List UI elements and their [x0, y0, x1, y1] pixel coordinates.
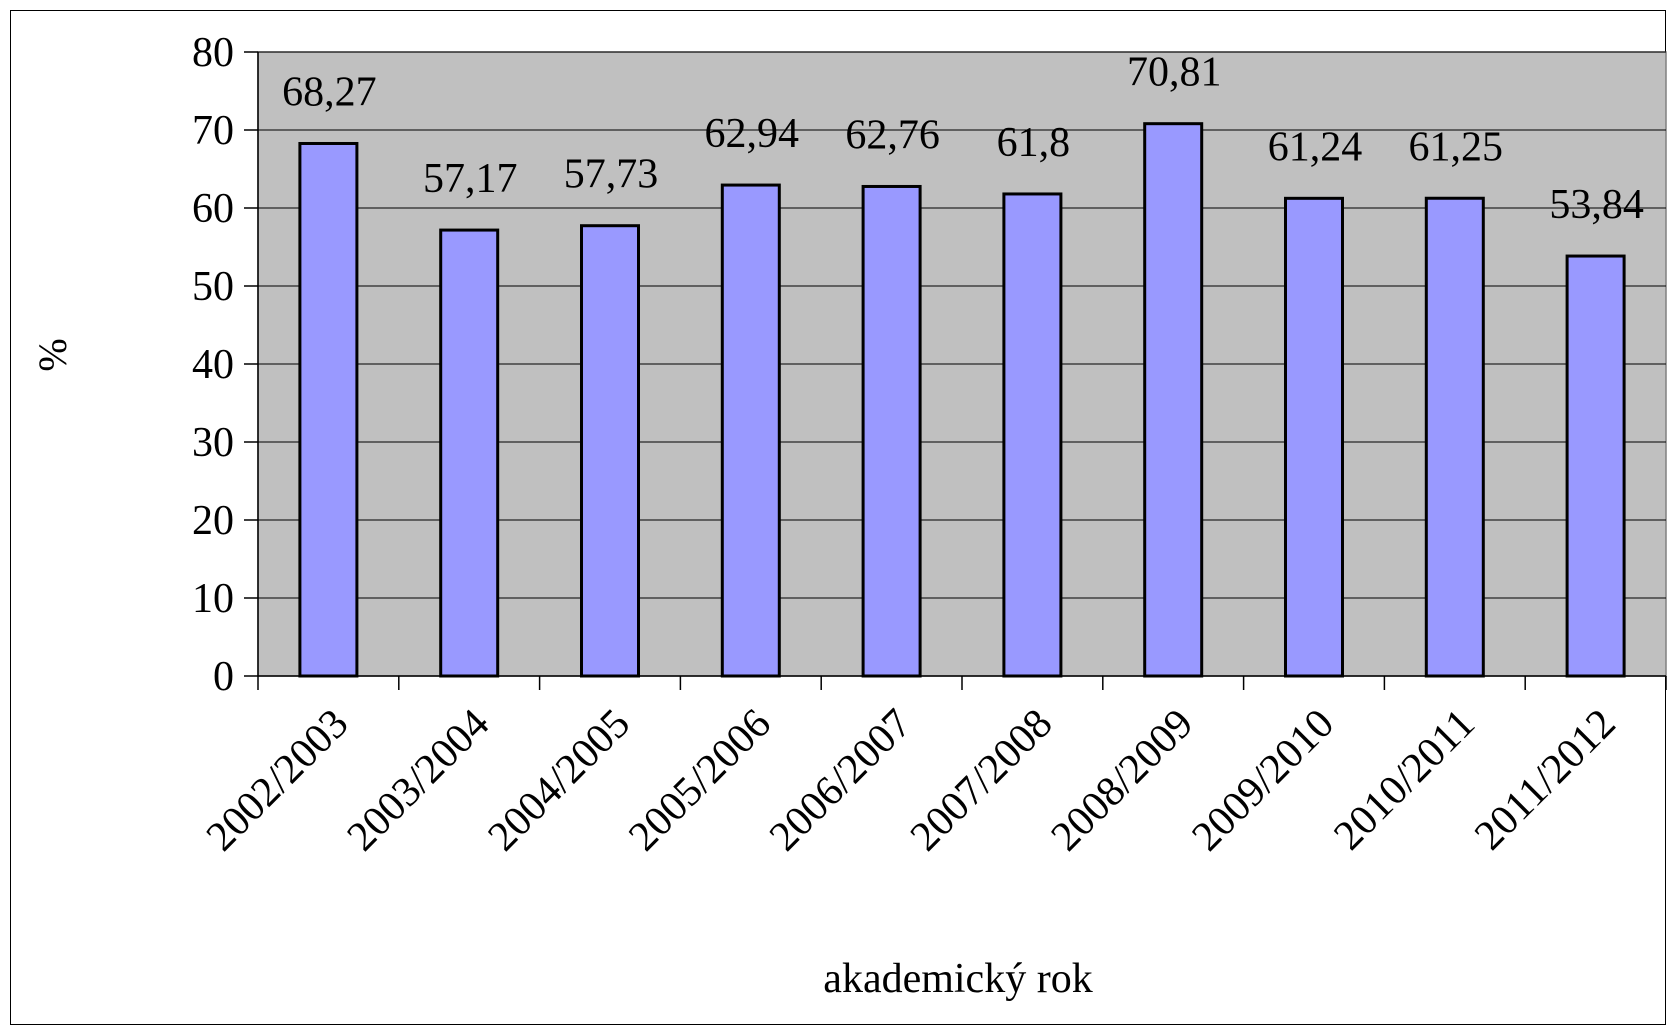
bar-2002-2003 [298, 141, 359, 678]
y-axis-title: % [30, 338, 75, 371]
x-tick-label: 2003/2004 [339, 701, 499, 861]
bar-2010-2011 [1424, 196, 1485, 678]
data-label: 61,25 [1409, 124, 1504, 170]
data-label: 61,24 [1268, 124, 1363, 170]
bars [298, 122, 1626, 678]
bar-2011-2012 [1565, 254, 1626, 678]
y-tick-label: 10 [192, 576, 234, 622]
x-tick-label: 2005/2006 [620, 701, 780, 861]
bar-2006-2007 [861, 184, 922, 678]
bar-2004-2005 [580, 224, 640, 678]
x-tick-label: 2006/2007 [761, 701, 921, 861]
data-label: 62,94 [705, 111, 800, 157]
bar-2005-2006 [720, 183, 781, 678]
bar-2003-2004 [439, 228, 500, 678]
bar-2007-2008 [1002, 192, 1063, 678]
x-tick-label: 2009/2010 [1183, 701, 1343, 861]
x-tick-label: 2010/2011 [1325, 701, 1483, 859]
bar-2009-2010 [1284, 196, 1344, 678]
y-tick-label: 0 [213, 654, 234, 700]
data-labels: 68,27 57,17 57,73 62,94 62,76 61,8 70,81 61,24 6… [282, 50, 1644, 228]
y-axis-ticks: 0 10 20 30 40 50 60 70 80 [192, 30, 258, 700]
data-label: 53,84 [1549, 182, 1644, 228]
bar-2008-2009 [1143, 122, 1204, 678]
x-tick-label: 2007/2008 [902, 701, 1062, 861]
y-tick-label: 30 [192, 420, 234, 466]
data-label: 68,27 [282, 69, 377, 115]
y-tick-label: 50 [192, 264, 234, 310]
data-label: 62,76 [845, 112, 940, 158]
y-tick-label: 60 [192, 186, 234, 232]
y-tick-label: 70 [192, 108, 234, 154]
y-tick-label: 80 [192, 30, 234, 76]
x-tick-label: 2004/2005 [479, 701, 639, 861]
x-axis-ticks: 2002/20032003/20042004/20052005/20062006… [198, 676, 1667, 861]
data-label: 70,81 [1127, 50, 1222, 96]
data-label: 57,73 [564, 152, 659, 198]
x-tick-label: 2008/2009 [1043, 701, 1203, 861]
y-tick-label: 20 [192, 498, 234, 544]
data-label: 61,8 [997, 120, 1071, 166]
x-tick-label: 2002/2003 [198, 701, 358, 861]
data-label: 57,17 [423, 156, 518, 202]
x-tick-label: 2011/2012 [1466, 701, 1624, 859]
y-tick-label: 40 [192, 342, 234, 388]
x-axis-title: akademický rok [823, 956, 1092, 1002]
